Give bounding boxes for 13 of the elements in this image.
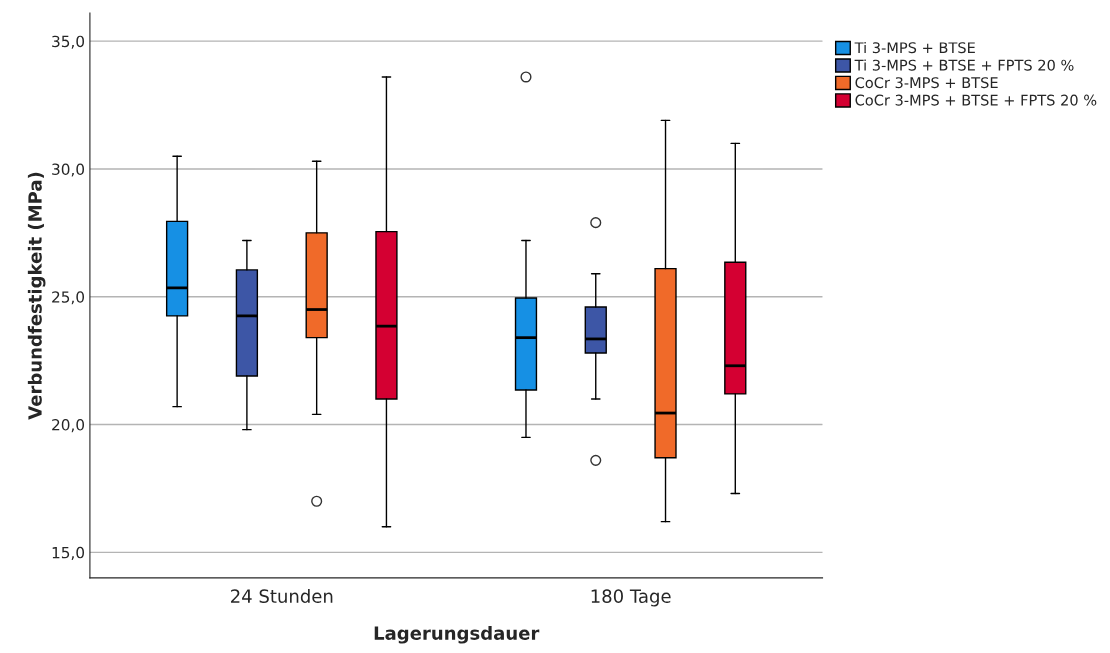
legend-label: CoCr 3-MPS + BTSE + FPTS 20 % [855, 94, 1097, 106]
y-tick-label: 20,0 [52, 419, 85, 433]
x-axis-title: Lagerungsdauer [374, 625, 540, 644]
y-tick-label: 35,0 [52, 35, 85, 49]
y-tick-label: 15,0 [52, 546, 85, 560]
x-tick-label: 180 Tage [591, 589, 671, 607]
legend-label: Ti 3-MPS + BTSE + FPTS 20 % [854, 59, 1074, 71]
legend-label: Ti 3-MPS + BTSE [854, 41, 975, 54]
y-tick-label: 30,0 [52, 163, 85, 177]
y-tick-label: 25,0 [52, 291, 85, 305]
y-axis-title: Verbundfestigkeit (MPa) [27, 172, 46, 420]
x-tick-label: 24 Stunden [231, 589, 333, 603]
legend-label: CoCr 3-MPS + BTSE [855, 77, 998, 89]
